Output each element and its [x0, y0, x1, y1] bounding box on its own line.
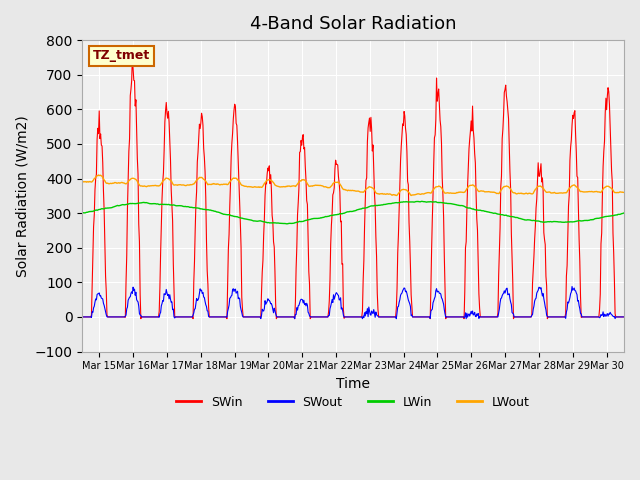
- LWin: [418, 198, 426, 204]
- Line: SWin: SWin: [83, 56, 623, 319]
- LWin: [620, 210, 627, 216]
- LWout: [392, 192, 400, 198]
- Title: 4-Band Solar Radiation: 4-Band Solar Radiation: [250, 15, 456, 33]
- Text: TZ_tmet: TZ_tmet: [93, 49, 150, 62]
- X-axis label: Time: Time: [336, 377, 370, 391]
- LWout: [95, 172, 102, 178]
- LWout: [269, 179, 276, 185]
- SWin: [410, 314, 418, 320]
- LWin: [440, 200, 448, 206]
- LWout: [289, 183, 297, 189]
- SWin: [137, 316, 145, 322]
- SWout: [268, 303, 276, 309]
- SWin: [243, 314, 250, 320]
- SWin: [620, 314, 627, 320]
- LWout: [79, 179, 86, 185]
- LWout: [410, 192, 418, 198]
- SWin: [269, 239, 277, 245]
- SWout: [358, 316, 366, 322]
- SWout: [440, 301, 447, 307]
- SWin: [79, 314, 86, 320]
- LWin: [241, 216, 249, 222]
- SWin: [129, 53, 136, 59]
- SWout: [410, 314, 417, 320]
- SWout: [620, 314, 627, 320]
- SWin: [440, 253, 448, 259]
- LWout: [620, 190, 627, 195]
- SWout: [241, 314, 249, 320]
- SWout: [568, 284, 576, 289]
- Line: LWin: LWin: [83, 201, 623, 224]
- SWin: [290, 314, 298, 320]
- Line: SWout: SWout: [83, 287, 623, 319]
- LWin: [410, 199, 417, 205]
- LWout: [143, 184, 150, 190]
- SWin: [143, 314, 151, 320]
- Legend: SWin, SWout, LWin, LWout: SWin, SWout, LWin, LWout: [171, 391, 535, 414]
- SWout: [289, 314, 296, 320]
- LWin: [289, 220, 297, 226]
- LWin: [283, 221, 291, 227]
- LWout: [242, 183, 250, 189]
- Y-axis label: Solar Radiation (W/m2): Solar Radiation (W/m2): [15, 115, 29, 276]
- SWout: [79, 314, 86, 320]
- LWin: [79, 210, 86, 216]
- SWout: [142, 314, 150, 320]
- Line: LWout: LWout: [83, 175, 623, 195]
- LWin: [268, 220, 276, 226]
- LWin: [142, 200, 150, 205]
- LWout: [440, 190, 448, 195]
